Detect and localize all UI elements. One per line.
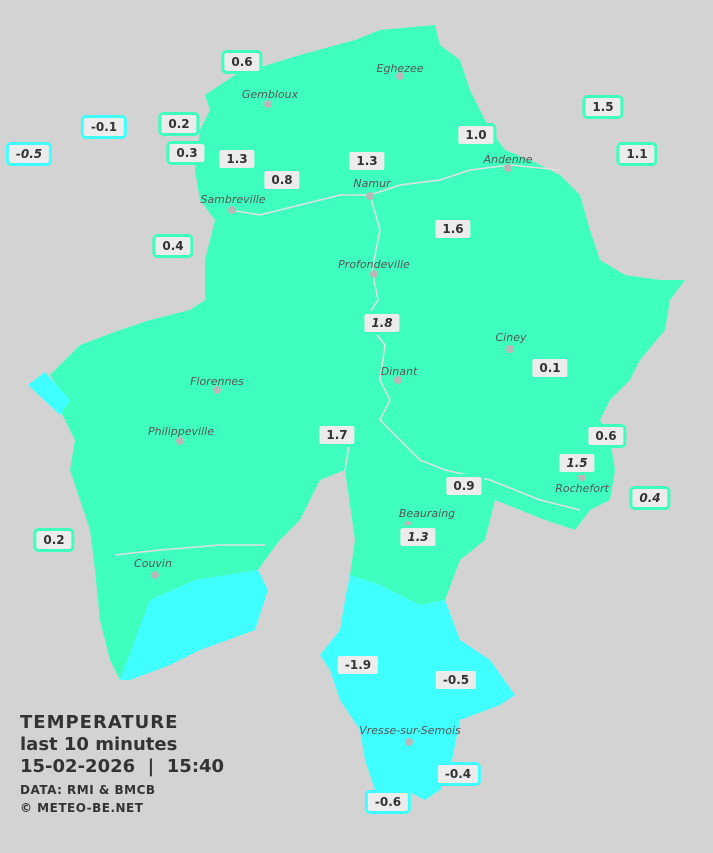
city-label: Beauraing xyxy=(398,507,456,520)
temperature-label: 0.6 xyxy=(585,424,627,448)
cold-zone-west xyxy=(28,372,70,415)
city-label: Ciney xyxy=(495,331,527,344)
temperature-label: 0.2 xyxy=(158,112,200,136)
city-dot xyxy=(264,100,272,108)
temperature-label: 0.9 xyxy=(443,474,485,498)
legend-copyright: © METEO-BE.NET xyxy=(20,801,144,815)
temperature-label: 1.1 xyxy=(616,142,658,166)
city-dot xyxy=(506,345,514,353)
temperature-label: -0.1 xyxy=(80,115,128,139)
temperature-label: 1.3 xyxy=(346,149,388,173)
city-label: Profondeville xyxy=(338,258,410,271)
river-west xyxy=(114,544,265,556)
city-dot xyxy=(396,72,404,80)
temperature-label: 0.1 xyxy=(529,356,571,380)
legend-source: DATA: RMI & BMCB xyxy=(20,783,156,797)
city-label: Couvin xyxy=(134,557,172,570)
temperature-label: -1.9 xyxy=(334,653,382,677)
city-dot xyxy=(370,270,378,278)
temperature-label: 1.7 xyxy=(316,423,358,447)
city-dot xyxy=(405,738,413,746)
cold-zone-southwest xyxy=(120,570,268,680)
temperature-label: -0.5 xyxy=(432,668,480,692)
temperature-label: 0.4 xyxy=(629,486,671,510)
city-label: Gembloux xyxy=(241,88,299,101)
temperature-label: 1.3 xyxy=(216,147,258,171)
city-label: Philippeville xyxy=(148,425,214,438)
temperature-label: 1.5 xyxy=(582,95,624,119)
city-dot xyxy=(394,376,402,384)
temperature-label: 0.3 xyxy=(166,141,208,165)
city-dot xyxy=(366,192,374,200)
city-dot xyxy=(578,473,586,481)
city-label: Rochefort xyxy=(555,482,609,495)
city-dot xyxy=(151,571,159,579)
city-label: Andenne xyxy=(483,153,533,166)
river-meuse xyxy=(229,164,561,216)
warm-zone xyxy=(50,25,685,680)
city-label: Vresse-sur-Semois xyxy=(359,724,461,737)
temperature-label: 0.4 xyxy=(152,234,194,258)
temperature-label: 1.8 xyxy=(361,311,403,335)
legend-title: TEMPERATURE xyxy=(20,712,179,733)
city-dot xyxy=(504,164,512,172)
city-label: Eghezee xyxy=(376,62,424,75)
city-label: Florennes xyxy=(190,375,244,388)
temperature-label: 0.8 xyxy=(261,168,303,192)
city-label: Namur xyxy=(353,177,391,190)
legend: TEMPERATURE last 10 minutes 15-02-2026 |… xyxy=(20,712,224,815)
temperature-label: 0.2 xyxy=(33,528,75,552)
temperature-label: 1.0 xyxy=(455,123,497,147)
temperature-label: 1.6 xyxy=(432,217,474,241)
legend-datetime: 15-02-2026 | 15:40 xyxy=(20,756,225,777)
temperature-label: -0.6 xyxy=(364,790,412,814)
temperature-label: 1.3 xyxy=(397,525,439,549)
city-dot xyxy=(213,386,221,394)
cold-zone-south xyxy=(320,575,515,800)
city-label: Dinant xyxy=(380,365,418,378)
city-label: Sambreville xyxy=(200,193,266,206)
temperature-label: 0.6 xyxy=(221,50,263,74)
legend-period: last 10 minutes xyxy=(20,734,178,755)
temperature-label: -0.4 xyxy=(434,762,482,786)
temperature-label: -0.5 xyxy=(5,142,53,166)
temperature-label: 1.5 xyxy=(556,451,598,475)
city-dot xyxy=(176,437,184,445)
city-dot xyxy=(228,206,236,214)
